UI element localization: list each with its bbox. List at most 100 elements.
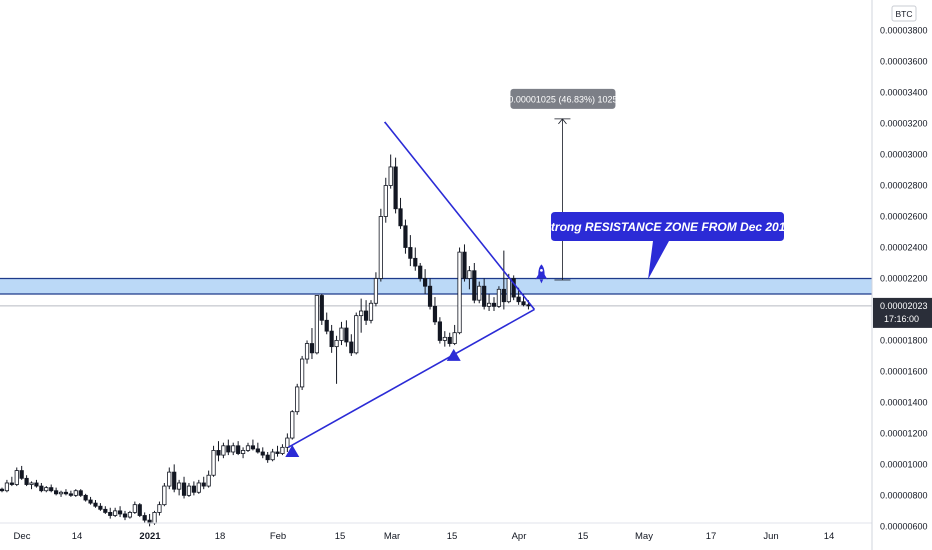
candle-body-up [280, 446, 285, 454]
price-tick-label: 0.00002200 [880, 273, 928, 283]
annotation-callout: Strong RESISTANCE ZONE FROM Dec 2017 [543, 212, 793, 280]
candle-body-down [408, 247, 413, 259]
candle-body-up [58, 491, 64, 495]
price-tick-label: 0.00003800 [880, 26, 928, 36]
candle [472, 262, 477, 304]
candle [58, 490, 64, 497]
candle-body-up [127, 512, 133, 518]
time-tick-label: 15 [578, 531, 589, 542]
candle-body-up [157, 504, 162, 513]
candle [167, 467, 172, 490]
time-axis[interactable]: Dec 14 2021 18 Feb 15 Mar 15 Apr 15 May 17 Jun 14 [0, 522, 872, 542]
candle-body-up [304, 343, 310, 360]
candle-body-up [167, 471, 172, 487]
price-tick-label: 0.00003600 [880, 57, 928, 67]
candle [265, 451, 270, 463]
candle [245, 442, 251, 452]
candle [255, 442, 260, 454]
candle-body-up [295, 386, 300, 413]
candle-body-up [388, 166, 393, 186]
candle-body-down [423, 278, 428, 287]
candle [280, 444, 285, 456]
candle-body-down [501, 288, 506, 303]
candle [172, 464, 177, 493]
candle-body-up [162, 485, 167, 506]
candle [24, 475, 29, 487]
arrow-up-icon [285, 444, 300, 457]
current-price-label: 0.00002023 17:16:00 [873, 297, 932, 328]
time-tick-label: 18 [215, 531, 226, 542]
candle [491, 297, 497, 312]
candle [388, 154, 393, 189]
rocket-fins [535, 274, 548, 280]
candle [457, 247, 462, 335]
candle [0, 487, 5, 493]
candle-body-up [373, 278, 379, 304]
candle [54, 487, 59, 496]
price-axis[interactable]: BTC 0.00003800 0.00003600 0.00003400 0.00003… [871, 0, 932, 550]
candle-body-down [403, 225, 408, 248]
candle [142, 512, 147, 524]
price-tick-label: 0.00001800 [880, 335, 928, 345]
candle [216, 441, 221, 462]
candle [34, 479, 39, 488]
drawings: 0.00001025 (46.83%) 1025 Strong RESISTANC… [285, 88, 793, 457]
candle-body-down [511, 278, 516, 298]
candle [447, 332, 452, 347]
candle [324, 312, 329, 335]
currency-badge-box [891, 5, 917, 22]
candle [270, 448, 275, 462]
time-tick-label: 14 [824, 531, 835, 542]
candle-body-down [427, 285, 433, 307]
candle [73, 489, 78, 497]
candle [285, 433, 290, 452]
candle [511, 275, 516, 301]
candle [240, 447, 246, 459]
candle [236, 441, 241, 456]
candle-body-down [68, 493, 73, 496]
candle-body-down [260, 451, 265, 456]
candle [211, 445, 216, 477]
candle-body-down [93, 502, 98, 507]
candle-body-down [142, 515, 147, 521]
candle [334, 335, 339, 384]
candle-body-down [108, 512, 113, 516]
candle [132, 501, 137, 514]
candle [88, 496, 93, 505]
price-tick-label: 0.00003400 [880, 88, 928, 98]
candle [423, 269, 428, 294]
candle [186, 482, 192, 497]
time-tick-label: Jun [763, 531, 778, 542]
candle-body-up [452, 332, 457, 344]
candle-body-down [24, 477, 29, 485]
triangle-peak [384, 121, 386, 124]
candle-body-up [211, 450, 216, 476]
candle-body-up [177, 482, 182, 490]
candle [304, 340, 310, 364]
candle [260, 447, 265, 459]
candle [486, 293, 492, 312]
candle-body-up [496, 288, 502, 307]
candle [275, 445, 280, 457]
candle-body-up [383, 185, 388, 217]
candle-body-down [516, 296, 521, 303]
candle [501, 250, 506, 310]
candle [418, 262, 423, 282]
annotation-text: Strong RESISTANCE ZONE FROM Dec 2017 [543, 220, 793, 234]
candle-body-up [486, 302, 492, 307]
annotation-callout-bg [551, 212, 784, 280]
price-tick-label: 0.00001600 [880, 366, 928, 376]
candle-body-down [88, 499, 93, 504]
candle [49, 484, 54, 493]
candle-body-down [255, 448, 260, 453]
candle [349, 334, 354, 356]
candle-body-down [54, 490, 59, 495]
candle [427, 278, 433, 310]
candle [250, 439, 256, 451]
time-tick-label: 14 [72, 531, 83, 542]
candle-body-up [73, 490, 78, 496]
time-tick-label: Dec [14, 531, 31, 542]
candle-body-down [250, 445, 256, 450]
candle-body-up [368, 302, 374, 321]
